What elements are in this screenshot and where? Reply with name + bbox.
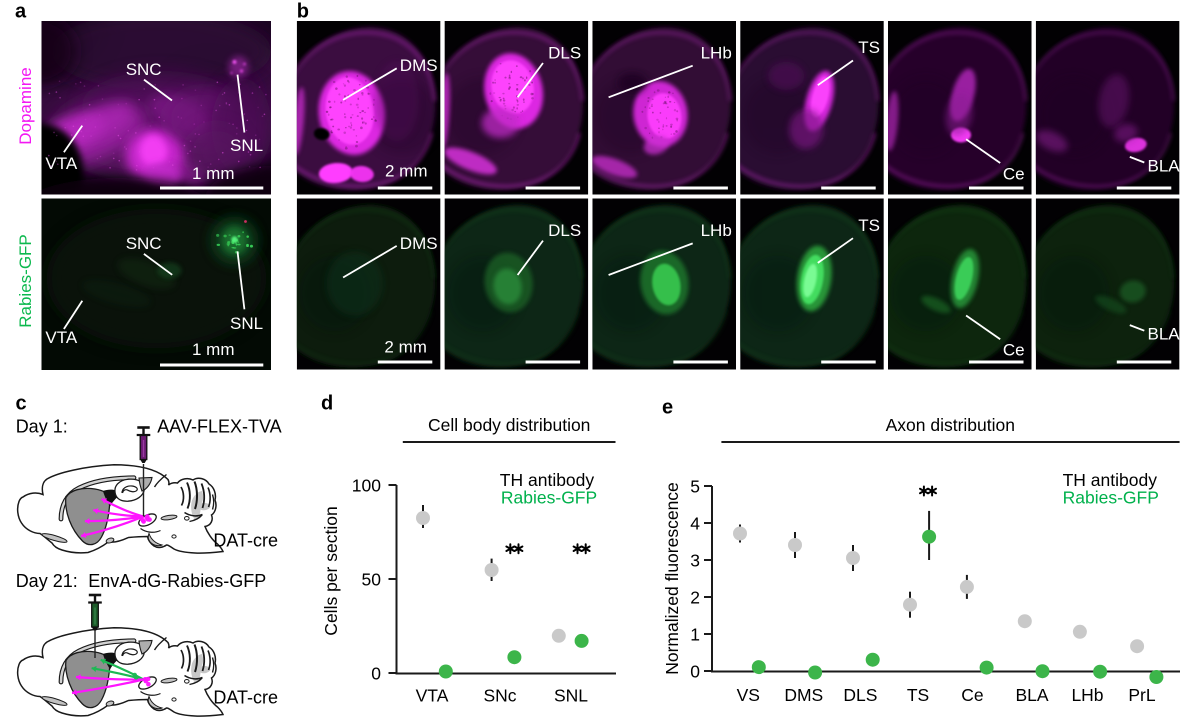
svg-text:TH antibody: TH antibody [500,470,595,490]
svg-text:SNL: SNL [554,685,588,705]
svg-text:Normalized fluorescence: Normalized fluorescence [662,482,682,675]
svg-text:BLA: BLA [1015,685,1048,705]
svg-text:1: 1 [690,624,700,644]
svg-text:0: 0 [690,661,700,681]
svg-text:TS: TS [858,38,880,57]
svg-text:VTA: VTA [45,328,77,347]
svg-text:LHb: LHb [701,44,732,63]
svg-text:BLA: BLA [1148,325,1181,344]
svg-text:2: 2 [690,587,700,607]
svg-text:SNC: SNC [126,60,162,79]
svg-text:TH antibody: TH antibody [1063,470,1158,490]
svg-text:d: d [321,393,333,415]
svg-text:Day 21:: Day 21: [16,571,78,591]
svg-text:DLS: DLS [843,685,877,705]
svg-text:DMS: DMS [784,685,823,705]
svg-text:Ce: Ce [1003,341,1025,360]
svg-text:Cell body distribution: Cell body distribution [428,415,590,435]
svg-text:Rabies-GFP: Rabies-GFP [16,234,35,328]
svg-text:Rabies-GFP: Rabies-GFP [1063,487,1159,507]
svg-text:c: c [16,393,27,415]
svg-text:5: 5 [690,476,700,496]
svg-text:Ce: Ce [961,685,983,705]
svg-text:SNL: SNL [230,314,263,333]
svg-text:Ce: Ce [1003,164,1025,183]
svg-text:Axon distribution: Axon distribution [886,415,1015,435]
svg-text:Dopamine: Dopamine [16,67,35,145]
svg-text:SNC: SNC [126,234,162,253]
svg-text:a: a [15,1,27,23]
svg-text:e: e [662,397,673,419]
svg-text:3: 3 [690,550,700,570]
svg-text:Rabies-GFP: Rabies-GFP [501,487,597,507]
svg-text:4: 4 [690,513,700,533]
svg-text:TS: TS [858,216,880,235]
svg-text:BLA: BLA [1148,156,1181,175]
svg-text:LHb: LHb [1071,685,1103,705]
svg-text:Day 1:: Day 1: [16,417,68,437]
svg-text:2 mm: 2 mm [384,338,427,357]
svg-text:DLS: DLS [548,44,581,63]
svg-text:100: 100 [352,475,381,495]
svg-text:DAT-cre: DAT-cre [213,688,278,708]
svg-text:2 mm: 2 mm [385,162,428,181]
svg-text:DAT-cre: DAT-cre [213,531,278,551]
svg-text:0: 0 [371,663,381,683]
svg-text:1 mm: 1 mm [192,164,235,183]
svg-text:DMS: DMS [400,56,438,75]
svg-text:DLS: DLS [548,221,581,240]
svg-text:b: b [297,1,309,23]
svg-text:VTA: VTA [416,685,449,705]
svg-text:LHb: LHb [701,221,732,240]
svg-text:VTA: VTA [45,154,77,173]
svg-text:VS: VS [737,685,760,705]
svg-text:50: 50 [362,569,382,589]
svg-text:1 mm: 1 mm [192,340,235,359]
svg-text:TS: TS [907,685,929,705]
svg-text:DMS: DMS [400,234,438,253]
svg-text:SNc: SNc [483,685,516,705]
svg-text:Cells per section: Cells per section [321,506,341,635]
svg-text:PrL: PrL [1128,685,1156,705]
svg-text:AAV-FLEX-TVA: AAV-FLEX-TVA [157,417,281,437]
svg-text:SNL: SNL [230,136,263,155]
svg-text:EnvA-dG-Rabies-GFP: EnvA-dG-Rabies-GFP [88,571,266,591]
